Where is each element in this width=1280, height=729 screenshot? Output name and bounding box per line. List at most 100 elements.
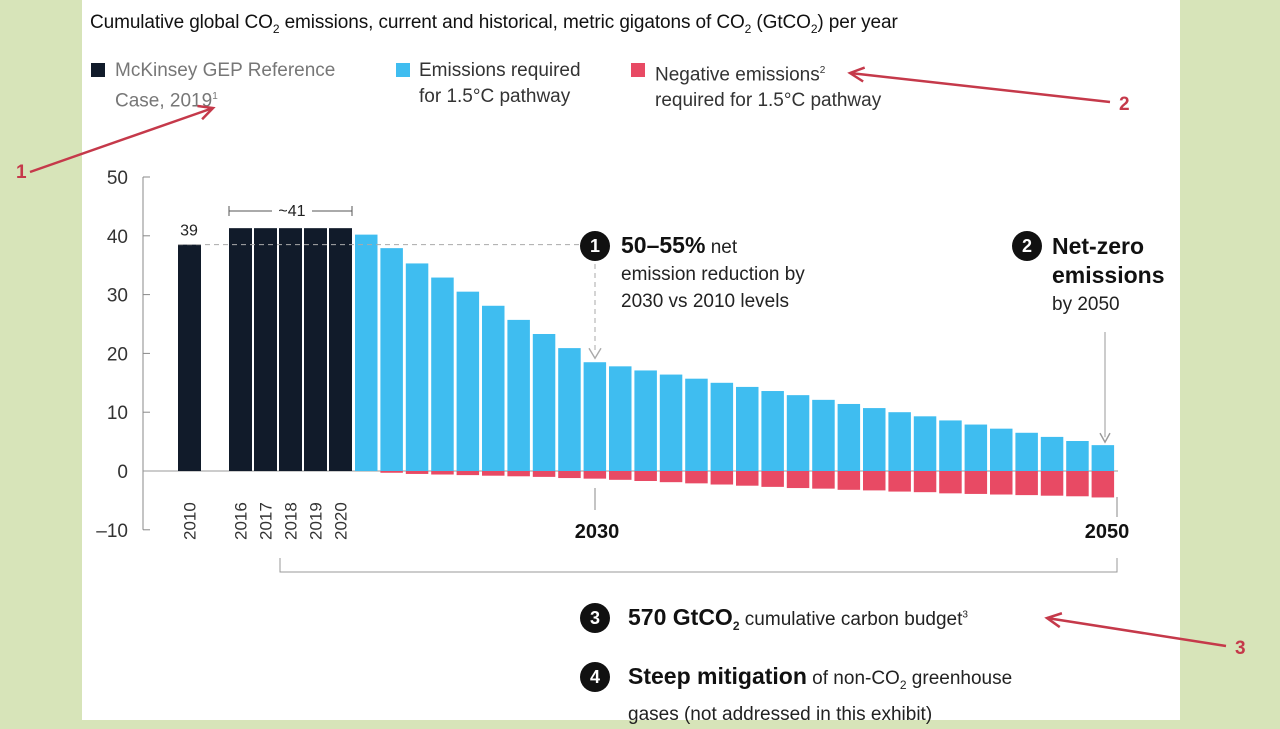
bar-negative-2025 xyxy=(456,471,480,476)
annotation-3-text: 570 GtCO2 cumulative carbon budget3 xyxy=(628,604,968,633)
callout-number-2: 2 xyxy=(1119,94,1130,115)
bar-2010-data-label: 39 xyxy=(180,223,198,240)
y-tick-label: 10 xyxy=(107,403,128,424)
annotation-4-badge: 4 xyxy=(580,662,610,692)
annotation-1-text: 50–55% net emission reduction by 2030 vs… xyxy=(621,232,805,312)
bar-negative-2028 xyxy=(532,471,556,477)
budget-bracket xyxy=(279,558,1118,573)
annotation-2-badge: 2 xyxy=(1012,231,1042,261)
bar-required-2030 xyxy=(583,362,607,471)
bar-required-2024 xyxy=(431,277,454,471)
annotation-1-arrowhead xyxy=(588,347,602,360)
bar-required-2031 xyxy=(609,366,632,471)
y-tick-label: 40 xyxy=(107,227,128,248)
bar-required-2043 xyxy=(913,416,937,471)
bar-required-2047 xyxy=(1015,432,1038,471)
bar-negative-2045 xyxy=(964,471,988,494)
legend-item-reference: McKinsey GEP Reference Case, 20191 xyxy=(115,60,336,112)
callout-1-arrow-head xyxy=(197,104,216,121)
bar-reference-2019 xyxy=(304,228,327,471)
annotation-2-text: Net-zero emissions by 2050 xyxy=(1052,233,1165,315)
x-tick-label: 2017 xyxy=(257,502,276,540)
x-tick-label: 2020 xyxy=(332,502,351,540)
bar-negative-2030 xyxy=(583,471,607,479)
bar-negative-2049 xyxy=(1066,471,1089,497)
x-tick-label-2050: 2050 xyxy=(1085,521,1130,543)
bar-negative-2035 xyxy=(710,471,734,485)
bar-negative-2048 xyxy=(1040,471,1064,496)
callout-1-arrow-line xyxy=(29,106,214,174)
bar-required-2041 xyxy=(863,408,886,471)
x-axis-labels: 2010 2016 2017 2018 2019 2020 2030 2050 xyxy=(181,488,1130,543)
callout-number-3: 3 xyxy=(1235,638,1246,659)
bar-reference-2017 xyxy=(254,228,277,471)
bar-reference-2010 xyxy=(178,244,201,471)
y-tick-label: 20 xyxy=(107,344,128,365)
bar-negative-2043 xyxy=(913,471,937,493)
y-tick-label: 0 xyxy=(117,462,128,483)
bar-required-2048 xyxy=(1040,436,1064,471)
bar-negative-2041 xyxy=(863,471,886,491)
bar-negative-2047 xyxy=(1015,471,1038,496)
callout-3-arrow-head xyxy=(1044,612,1063,629)
bar-negative-2042 xyxy=(888,471,911,492)
chart-title: Cumulative global CO2 emissions, current… xyxy=(90,12,898,36)
callout-2-arrow-line xyxy=(849,71,1111,104)
bar-negative-2027 xyxy=(507,471,530,477)
annotation-1-badge: 1 xyxy=(580,231,610,261)
callout-number-1: 1 xyxy=(16,162,27,183)
x-tick-label: 2010 xyxy=(181,502,200,540)
bar-required-2037 xyxy=(761,391,784,471)
annotation-2-arrowhead xyxy=(1099,432,1111,444)
bar-negative-2046 xyxy=(990,471,1013,495)
bar-required-2026 xyxy=(482,305,505,471)
callout-2-arrow-head xyxy=(847,66,866,83)
x-tick-label: 2018 xyxy=(282,502,301,540)
x-tick-label: 2019 xyxy=(307,502,326,540)
bar-required-2022 xyxy=(380,248,403,471)
y-tick-label: 50 xyxy=(107,168,128,189)
annotation-4-text: Steep mitigation of non-CO2 greenhouse g… xyxy=(628,663,1013,725)
bar-negative-2038 xyxy=(786,471,810,489)
bar-required-2029 xyxy=(558,348,581,471)
chart-annotations: ~41 39 xyxy=(29,66,1227,648)
bar-required-2035 xyxy=(710,382,734,471)
bar-negative-2023 xyxy=(405,471,429,474)
annotation-3-badge: 3 xyxy=(580,603,610,633)
bar-required-2038 xyxy=(786,395,810,471)
legend-item-negative: Negative emissions2 required for 1.5°C p… xyxy=(655,64,882,112)
bar-required-2045 xyxy=(964,424,988,471)
legend-swatch-negative xyxy=(631,63,645,77)
legend-item-required: Emissions required for 1.5°C pathway xyxy=(419,60,581,107)
bar-required-2028 xyxy=(532,333,556,471)
bar-required-2042 xyxy=(888,412,911,471)
bar-negative-2034 xyxy=(685,471,708,484)
bar-required-2032 xyxy=(634,370,657,471)
bar-required-2023 xyxy=(405,263,429,471)
bar-required-2040 xyxy=(837,403,861,471)
bar-required-2046 xyxy=(990,428,1013,471)
bar-reference-2018 xyxy=(279,228,302,471)
bar-negative-2044 xyxy=(939,471,962,494)
bar-required-2033 xyxy=(659,374,683,471)
range-label-bg xyxy=(272,201,312,221)
bar-required-2027 xyxy=(507,319,530,471)
bar-required-2049 xyxy=(1066,441,1089,471)
x-tick-label-2030: 2030 xyxy=(575,521,620,543)
legend-swatch-required xyxy=(396,63,410,77)
legend-swatch-reference xyxy=(91,63,105,77)
bar-negative-2033 xyxy=(659,471,683,483)
bar-required-2034 xyxy=(685,378,708,471)
x-tick-label: 2016 xyxy=(232,502,251,540)
bar-negative-2040 xyxy=(837,471,861,490)
y-tick-label: 30 xyxy=(107,286,128,307)
range-data-label: ~41 xyxy=(278,203,305,220)
bar-negative-2026 xyxy=(482,471,505,476)
bar-required-2025 xyxy=(456,291,480,471)
bar-negative-2031 xyxy=(609,471,632,480)
bar-negative-2039 xyxy=(812,471,835,489)
bar-negative-2024 xyxy=(431,471,454,475)
bar-reference-2016 xyxy=(229,228,252,471)
bar-required-2036 xyxy=(736,386,759,471)
